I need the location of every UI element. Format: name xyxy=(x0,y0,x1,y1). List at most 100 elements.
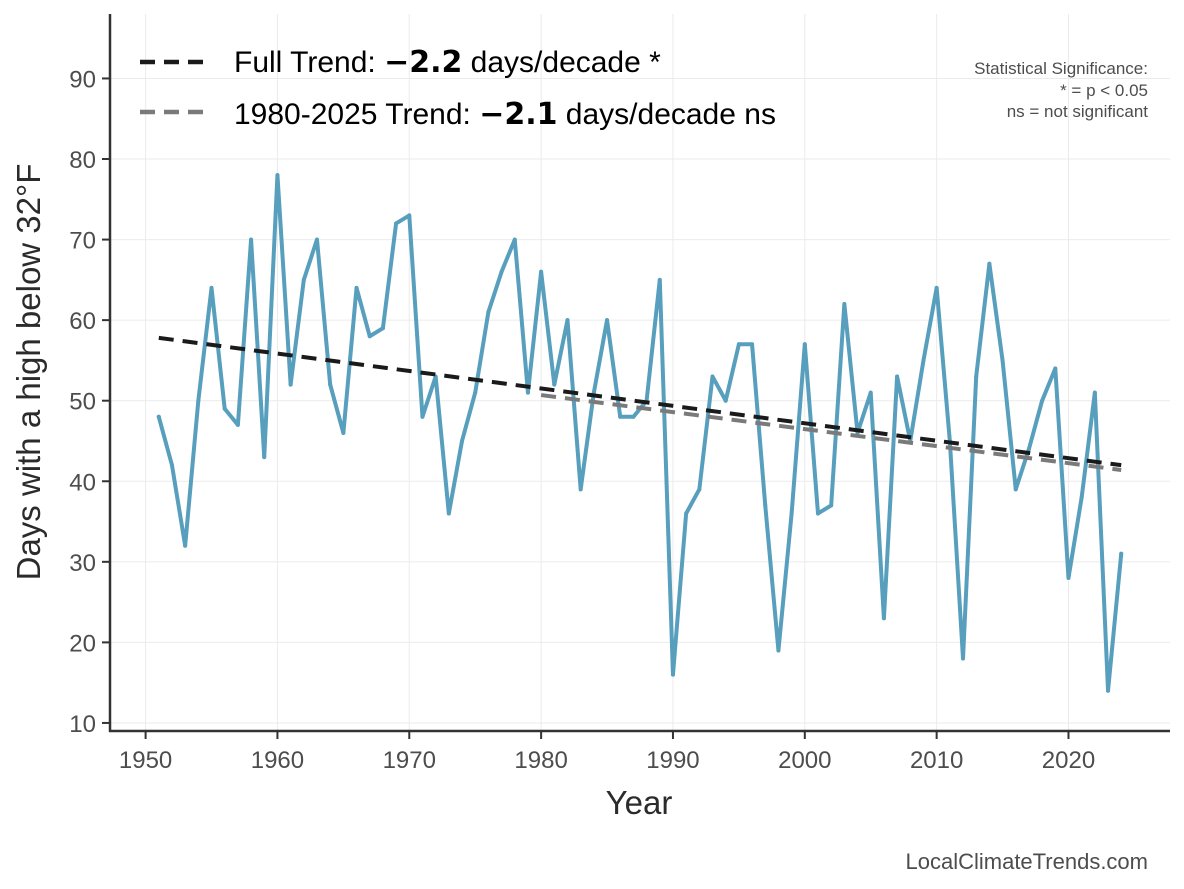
data-point xyxy=(815,511,820,516)
data-point xyxy=(842,302,847,307)
y-tick-label: 10 xyxy=(69,711,96,738)
data-point xyxy=(328,382,333,387)
data-point xyxy=(961,656,966,661)
x-tick-label: 2010 xyxy=(910,747,963,774)
data-point xyxy=(974,374,979,379)
data-point xyxy=(222,406,227,411)
data-point xyxy=(196,398,201,403)
legend: Full Trend: −2.2 days/decade * 1980-2025… xyxy=(140,45,776,132)
significance-title: Statistical Significance: xyxy=(974,59,1148,78)
data-point xyxy=(631,414,636,419)
y-ticks: 10 20 30 40 50 60 70 80 90 xyxy=(69,66,110,738)
data-point xyxy=(710,374,715,379)
series-points xyxy=(156,173,1124,693)
data-point xyxy=(262,455,267,460)
data-point xyxy=(1066,575,1071,580)
data-point xyxy=(512,237,517,242)
credit-text: LocalClimateTrends.com xyxy=(906,849,1149,874)
data-point xyxy=(829,503,834,508)
data-point xyxy=(380,326,385,331)
data-point xyxy=(684,511,689,516)
data-point xyxy=(736,342,741,347)
data-point xyxy=(578,487,583,492)
trend-lines xyxy=(158,335,1122,472)
data-point xyxy=(789,511,794,516)
trend-line-recent xyxy=(540,393,1122,472)
data-point xyxy=(723,398,728,403)
x-axis-title: Year xyxy=(606,784,673,821)
y-tick-label: 40 xyxy=(69,469,96,496)
data-point xyxy=(525,390,530,395)
x-tick-label: 1960 xyxy=(251,747,304,774)
axes xyxy=(108,14,1170,733)
data-point xyxy=(420,414,425,419)
data-point xyxy=(552,382,557,387)
series-layer xyxy=(156,173,1124,693)
data-point xyxy=(802,342,807,347)
y-tick-label: 50 xyxy=(69,389,96,416)
y-axis-title: Days with a high below 32°F xyxy=(10,164,47,581)
data-point xyxy=(460,438,465,443)
data-point xyxy=(1040,398,1045,403)
data-point xyxy=(1119,551,1124,556)
data-point xyxy=(183,543,188,548)
y-tick-label: 30 xyxy=(69,550,96,577)
y-tick-label: 80 xyxy=(69,147,96,174)
data-point xyxy=(776,648,781,653)
data-point xyxy=(367,334,372,339)
data-point xyxy=(486,310,491,315)
x-tick-label: 2020 xyxy=(1042,747,1095,774)
x-tick-label: 1970 xyxy=(383,747,436,774)
data-point xyxy=(301,277,306,282)
data-point xyxy=(605,318,610,323)
data-point xyxy=(249,237,254,242)
trend-line-full xyxy=(158,335,1122,468)
data-point xyxy=(288,382,293,387)
significance-p: * = p < 0.05 xyxy=(1060,81,1148,100)
x-tick-label: 1980 xyxy=(514,747,567,774)
y-tick-label: 20 xyxy=(69,630,96,657)
data-point xyxy=(1000,358,1005,363)
data-point xyxy=(1092,390,1097,395)
x-tick-label: 1990 xyxy=(646,747,699,774)
data-point xyxy=(750,342,755,347)
data-point xyxy=(1053,366,1058,371)
legend-label-full-trend: Full Trend: −2.2 days/decade * xyxy=(234,45,661,80)
x-ticks: 1950 1960 1970 1980 1990 2000 2010 2020 xyxy=(119,731,1095,774)
data-point xyxy=(235,422,240,427)
data-point xyxy=(763,503,768,508)
data-point xyxy=(1079,495,1084,500)
data-point xyxy=(697,487,702,492)
data-point xyxy=(156,414,161,419)
data-point xyxy=(670,672,675,677)
data-point xyxy=(499,269,504,274)
data-point xyxy=(314,237,319,242)
y-tick-label: 60 xyxy=(69,308,96,335)
legend-label-recent-trend: 1980-2025 Trend: −2.1 days/decade ns xyxy=(234,97,776,132)
data-point xyxy=(895,374,900,379)
x-tick-label: 2000 xyxy=(778,747,831,774)
series-line xyxy=(156,173,1124,693)
data-point xyxy=(868,390,873,395)
data-point xyxy=(934,285,939,290)
data-point xyxy=(565,318,570,323)
data-point xyxy=(473,390,478,395)
data-point xyxy=(881,616,886,621)
y-tick-label: 70 xyxy=(69,228,96,255)
data-point xyxy=(987,261,992,266)
data-point xyxy=(539,269,544,274)
data-point xyxy=(354,285,359,290)
data-point xyxy=(169,463,174,468)
data-point xyxy=(446,511,451,516)
data-point xyxy=(209,285,214,290)
data-point xyxy=(394,221,399,226)
data-point xyxy=(657,277,662,282)
y-tick-label: 90 xyxy=(69,66,96,93)
significance-note: Statistical Significance: * = p < 0.05 n… xyxy=(974,59,1148,121)
x-tick-label: 1950 xyxy=(119,747,172,774)
significance-ns: ns = not significant xyxy=(1007,102,1149,121)
data-point xyxy=(341,430,346,435)
data-point xyxy=(921,358,926,363)
data-point xyxy=(1013,487,1018,492)
